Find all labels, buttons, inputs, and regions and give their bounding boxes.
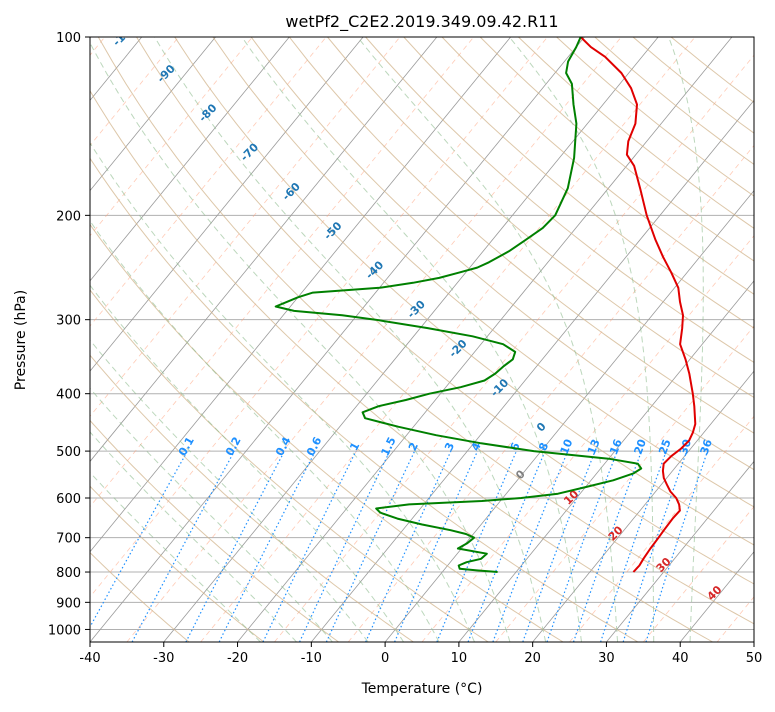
y-tick-label: 300 — [56, 314, 81, 329]
x-tick-label: 40 — [672, 651, 689, 666]
y-tick-label: 200 — [56, 209, 81, 224]
x-tick-label: -20 — [227, 651, 248, 666]
x-tick-label: 10 — [451, 651, 468, 666]
x-tick-label: 30 — [598, 651, 615, 666]
y-tick-label: 400 — [56, 388, 81, 403]
y-tick-label: 900 — [56, 596, 81, 611]
y-tick-label: 100 — [56, 31, 81, 46]
x-tick-label: 0 — [381, 651, 389, 666]
y-tick-label: 1000 — [48, 623, 81, 638]
x-tick-label: -40 — [79, 651, 100, 666]
x-tick-label: 20 — [524, 651, 541, 666]
y-tick-label: 800 — [56, 566, 81, 581]
chart-title: wetPf2_C2E2.2019.349.09.42.R11 — [285, 12, 558, 32]
y-axis-label: Pressure (hPa) — [13, 290, 29, 390]
y-tick-label: 500 — [56, 445, 81, 460]
y-tick-label: 600 — [56, 492, 81, 507]
x-tick-label: -30 — [153, 651, 174, 666]
x-axis-label: Temperature (°C) — [361, 681, 483, 697]
x-tick-label: 50 — [746, 651, 763, 666]
y-tick-label: 700 — [56, 532, 81, 547]
x-tick-label: -10 — [301, 651, 322, 666]
